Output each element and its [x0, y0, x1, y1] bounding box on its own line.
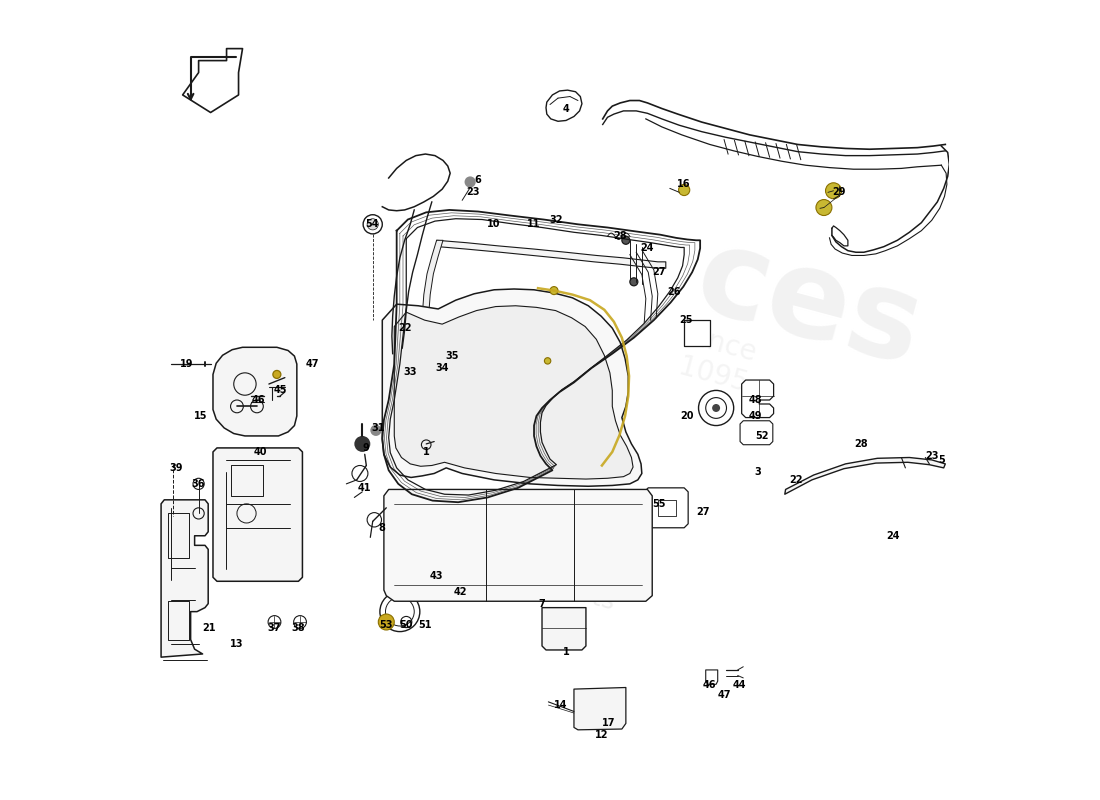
Circle shape — [379, 592, 420, 631]
Text: 42: 42 — [454, 586, 467, 597]
Text: 46: 46 — [703, 680, 716, 690]
Polygon shape — [684, 320, 710, 346]
Text: 20: 20 — [681, 411, 694, 421]
Text: 35: 35 — [446, 351, 460, 361]
Polygon shape — [740, 421, 773, 445]
Text: ces: ces — [684, 218, 935, 390]
Text: 44: 44 — [733, 680, 746, 690]
Text: 28: 28 — [855, 439, 868, 449]
Circle shape — [367, 218, 378, 230]
Circle shape — [544, 358, 551, 364]
Text: 51: 51 — [418, 620, 431, 630]
Circle shape — [816, 199, 832, 215]
Text: 33: 33 — [404, 367, 417, 377]
Circle shape — [550, 286, 558, 294]
Text: 55: 55 — [652, 499, 666, 509]
Text: 5: 5 — [938, 455, 945, 465]
Circle shape — [273, 370, 280, 378]
Polygon shape — [384, 490, 652, 602]
Text: 47: 47 — [306, 359, 319, 369]
Text: 21: 21 — [202, 622, 216, 633]
Text: 7: 7 — [539, 598, 546, 609]
Polygon shape — [645, 488, 689, 528]
Text: 31: 31 — [372, 423, 385, 433]
Text: 3: 3 — [755, 467, 761, 477]
Text: 23: 23 — [925, 451, 938, 461]
Text: 39: 39 — [169, 463, 183, 473]
Text: 46: 46 — [252, 395, 265, 405]
Polygon shape — [784, 458, 945, 494]
Circle shape — [354, 436, 371, 452]
Text: 13: 13 — [230, 638, 244, 649]
Polygon shape — [383, 289, 641, 486]
Text: 37: 37 — [267, 622, 282, 633]
Circle shape — [363, 214, 383, 234]
Text: 16: 16 — [678, 179, 691, 190]
Text: 40: 40 — [253, 447, 267, 457]
Text: 53: 53 — [379, 620, 393, 630]
Text: 22: 22 — [398, 323, 411, 333]
Text: 9: 9 — [363, 443, 370, 453]
Text: 8: 8 — [378, 522, 386, 533]
Circle shape — [630, 278, 638, 286]
Text: 1: 1 — [422, 447, 430, 457]
Polygon shape — [542, 608, 586, 650]
Text: 24: 24 — [887, 530, 900, 541]
Text: 6: 6 — [475, 175, 482, 186]
Text: 17: 17 — [602, 718, 615, 729]
Text: 11: 11 — [527, 219, 541, 230]
Circle shape — [712, 404, 720, 412]
Text: 10: 10 — [487, 219, 500, 230]
Circle shape — [378, 614, 394, 630]
Text: 41: 41 — [358, 483, 372, 493]
Text: 26: 26 — [667, 287, 681, 297]
Text: 28: 28 — [614, 231, 627, 242]
Polygon shape — [706, 670, 717, 684]
Text: 4: 4 — [562, 103, 570, 114]
Text: 1: 1 — [562, 646, 570, 657]
Text: 36: 36 — [191, 479, 206, 489]
Text: 22: 22 — [789, 475, 803, 485]
Circle shape — [698, 390, 734, 426]
Polygon shape — [394, 306, 634, 479]
Text: 48: 48 — [748, 395, 762, 405]
Polygon shape — [161, 500, 208, 657]
Text: 24: 24 — [640, 243, 654, 254]
Circle shape — [706, 398, 726, 418]
Text: 15: 15 — [195, 411, 208, 421]
Polygon shape — [437, 240, 666, 268]
Text: 23: 23 — [465, 187, 480, 198]
Circle shape — [371, 425, 382, 436]
Polygon shape — [213, 347, 297, 436]
Text: 47: 47 — [717, 690, 730, 701]
Text: 12: 12 — [595, 730, 608, 741]
Polygon shape — [741, 380, 773, 418]
Text: 34: 34 — [436, 363, 449, 373]
Text: 54: 54 — [365, 219, 378, 230]
Text: 27: 27 — [652, 267, 667, 278]
Text: 25: 25 — [679, 315, 693, 325]
Text: 49: 49 — [748, 411, 762, 421]
Circle shape — [621, 236, 630, 244]
Text: 50: 50 — [399, 620, 412, 630]
Circle shape — [679, 184, 690, 195]
Text: 27: 27 — [696, 507, 711, 517]
Text: 32: 32 — [550, 215, 563, 226]
Circle shape — [464, 176, 475, 187]
Text: a passion
for parts: a passion for parts — [502, 535, 630, 616]
Text: 45: 45 — [274, 385, 287, 394]
Text: 19: 19 — [180, 359, 194, 369]
Text: 43: 43 — [430, 570, 443, 581]
Text: 52: 52 — [755, 431, 769, 441]
Polygon shape — [574, 687, 626, 730]
Text: 38: 38 — [292, 622, 306, 633]
Polygon shape — [422, 240, 443, 354]
Text: since
1095: since 1095 — [675, 322, 760, 398]
Text: 29: 29 — [833, 187, 846, 198]
Polygon shape — [213, 448, 302, 582]
Circle shape — [825, 182, 842, 198]
Text: 14: 14 — [553, 700, 568, 710]
